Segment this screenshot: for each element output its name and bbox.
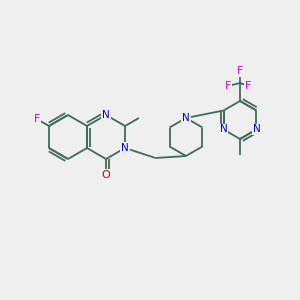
Text: O: O [102, 170, 110, 180]
Text: N: N [253, 124, 260, 134]
Text: N: N [182, 113, 190, 123]
Text: N: N [121, 143, 129, 153]
Text: F: F [34, 114, 40, 124]
Text: F: F [237, 66, 243, 76]
Text: F: F [225, 81, 231, 91]
Text: N: N [220, 124, 227, 134]
Text: F: F [245, 81, 252, 91]
Text: N: N [102, 110, 110, 120]
